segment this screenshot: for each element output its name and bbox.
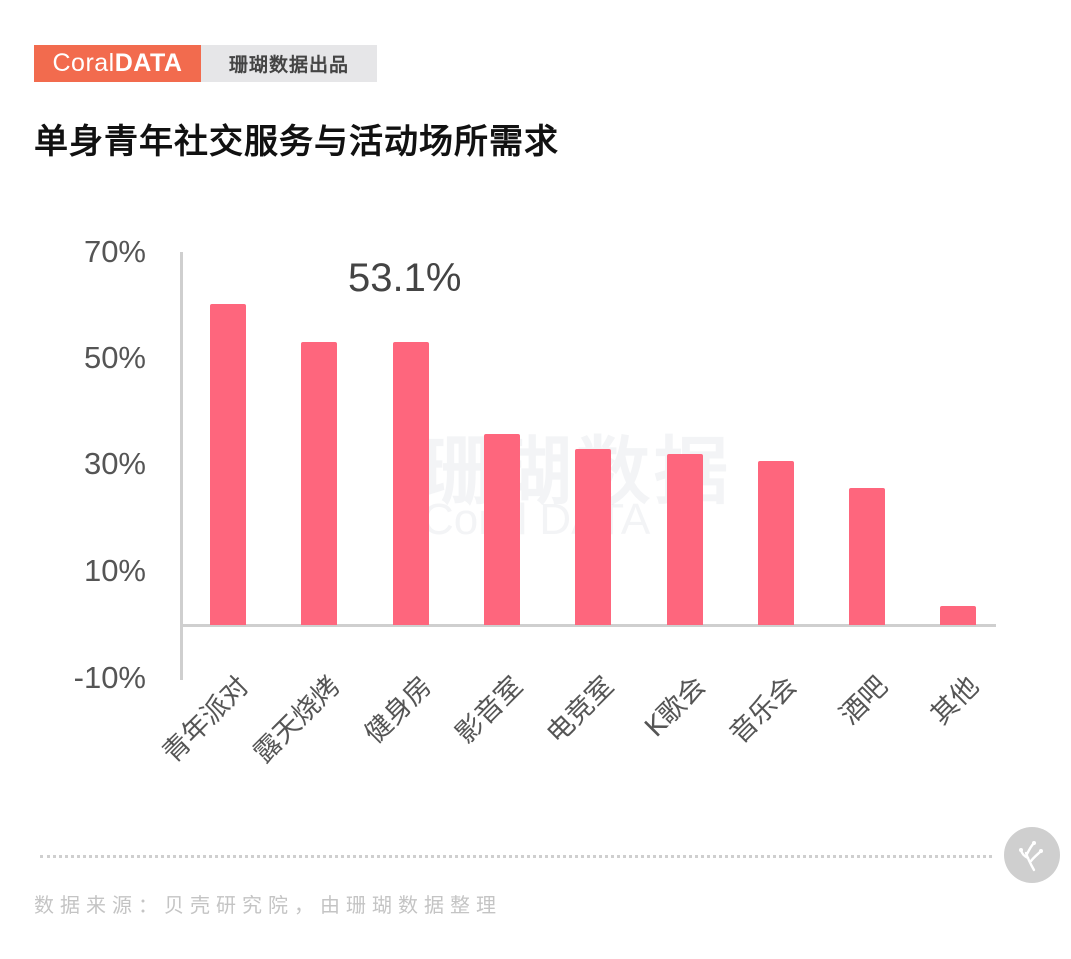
data-source: 数据来源：贝壳研究院，由珊瑚数据整理 xyxy=(34,893,502,917)
bar xyxy=(666,453,703,625)
x-axis xyxy=(180,624,996,627)
x-tick-label: 青年派对 xyxy=(156,670,256,769)
bar xyxy=(301,341,338,625)
y-tick: 10% xyxy=(83,553,146,588)
bar xyxy=(940,605,977,625)
brand-subtitle: 珊瑚数据出品 xyxy=(201,45,377,82)
bar xyxy=(757,460,794,625)
x-tick-label: 其他 xyxy=(925,670,986,731)
bar xyxy=(483,434,520,625)
x-tick-label: 露天烧烤 xyxy=(248,670,347,769)
bar xyxy=(575,449,612,625)
brand-header: Coral DATA 珊瑚数据出品 xyxy=(34,45,377,82)
y-tick: 70% xyxy=(83,234,146,269)
coraldata-logo: Coral DATA xyxy=(34,45,201,82)
x-tick-label: 音乐会 xyxy=(723,670,803,750)
y-tick: -10% xyxy=(73,660,146,695)
x-tick-label: 健身房 xyxy=(358,670,438,750)
y-tick: 50% xyxy=(83,340,146,375)
x-tick-label: 电竞室 xyxy=(541,670,621,750)
bar xyxy=(849,488,886,625)
bar-chart: 珊瑚数据 Coral DATA 70% 50% 30% 10% -10% 53.… xyxy=(73,234,996,769)
x-tick-label: 酒吧 xyxy=(834,670,895,731)
footer-divider xyxy=(40,855,992,858)
watermark-en: Coral DATA xyxy=(422,495,651,544)
coral-branch-icon xyxy=(1019,841,1043,872)
x-tick-label: K歌会 xyxy=(638,670,712,744)
value-annotation: 53.1% xyxy=(348,256,462,300)
y-tick: 30% xyxy=(83,446,146,481)
x-tick-label: 影音室 xyxy=(449,670,529,750)
bar xyxy=(392,341,429,625)
y-axis xyxy=(180,252,183,680)
coral-logo-icon xyxy=(1004,827,1060,883)
bar xyxy=(210,303,246,625)
chart-title: 单身青年社交服务与活动场所需求 xyxy=(34,122,559,162)
